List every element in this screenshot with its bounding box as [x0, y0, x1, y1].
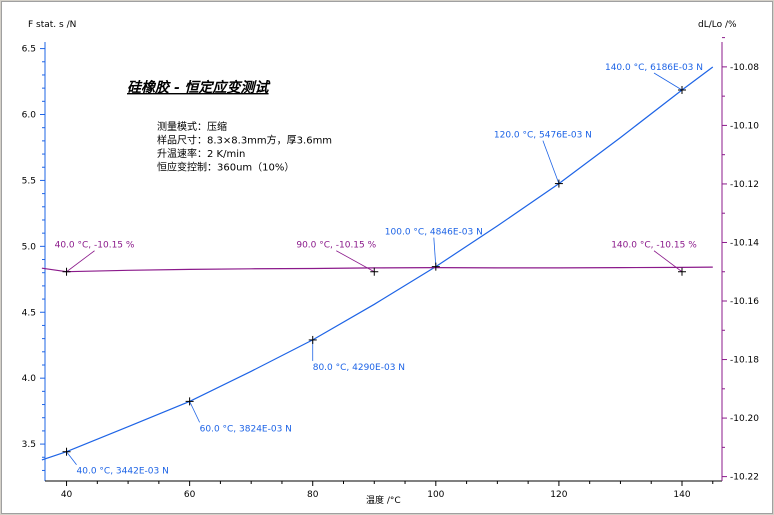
data-point-label: 100.0 °C, 4846E-03 N: [385, 228, 483, 238]
y2-tick-label: -10.10: [730, 121, 759, 131]
y2-tick-label: -10.18: [730, 356, 759, 366]
x-ticks: 40 60 80 100 120 140: [61, 481, 714, 500]
strain-series-line: [41, 266, 713, 273]
annotation-leader: [542, 140, 560, 184]
y2-tick-label: -10.16: [730, 297, 759, 307]
y-tick-label: 6.5: [22, 45, 36, 55]
annotation-leader: [66, 250, 95, 273]
data-point-label: 60.0 °C, 3824E-03 N: [200, 424, 292, 434]
chart-title: 硅橡胶 - 恒定应变测试: [127, 79, 271, 96]
x-tick-label: 120: [550, 490, 567, 500]
y2-ticks: -10.08 -10.10 -10.12 -10.14 -10.16 -10.18 -10.…: [722, 37, 759, 483]
series-layer: [41, 66, 714, 461]
y-tick-label: 5.0: [22, 242, 37, 252]
x-tick-label: 100: [427, 490, 444, 500]
info-line: 恒应变控制：360um（10%）: [157, 161, 294, 174]
info-line: 测量模式：压缩: [157, 120, 227, 133]
y-tick-label: 6.0: [22, 111, 37, 121]
x-tick-label: 40: [61, 490, 73, 500]
annotation-leader: [433, 237, 437, 267]
data-point-label: 40.0 °C, 3442E-03 N: [77, 467, 169, 477]
data-point-label: 120.0 °C, 5476E-03 N: [494, 131, 592, 141]
annotation-leader: [189, 401, 200, 423]
x-tick-label: 140: [673, 490, 690, 500]
y2-tick-label: -10.20: [730, 414, 759, 424]
y2-tick-label: -10.12: [730, 180, 759, 190]
annotation-leader: [653, 250, 683, 273]
annotation-leader: [336, 250, 375, 273]
y2-tick-label: -10.08: [730, 63, 759, 73]
y-tick-label: 4.5: [22, 308, 36, 318]
data-point-label: 140.0 °C, -10.15 %: [611, 241, 697, 251]
y2-tick-label: -10.14: [730, 238, 759, 248]
data-point-label: 80.0 °C, 4290E-03 N: [313, 363, 405, 373]
annotation-leader: [653, 72, 683, 91]
y2-tick-label: -10.22: [730, 473, 759, 483]
x-axis-title: 温度 /°C: [366, 494, 401, 506]
y-ticks: 3.5 4.0 4.5 5.0 5.5 6.0 6.5: [22, 45, 45, 471]
y-tick-label: 3.5: [22, 440, 36, 450]
annotation-leader: [66, 451, 77, 465]
info-line: 样品尺寸：8.3×8.3mm方，厚3.6mm: [157, 134, 332, 147]
data-point-label: 40.0 °C, -10.15 %: [55, 241, 135, 251]
info-line: 升温速率：2 K/min: [157, 147, 245, 160]
y-tick-label: 4.0: [22, 374, 37, 384]
y-axis-title: F stat. s /N: [28, 20, 76, 30]
data-point-label: 90.0 °C, -10.15 %: [296, 241, 376, 251]
force-series-line: [41, 66, 714, 461]
x-tick-label: 80: [307, 490, 319, 500]
annotation-layer: 40.0 °C, 3442E-03 N 60.0 °C, 3824E-03 N 80…: [55, 63, 703, 477]
y-tick-label: 5.5: [22, 176, 36, 186]
x-tick-label: 60: [184, 490, 196, 500]
data-point-label: 140.0 °C, 6186E-03 N: [605, 63, 703, 73]
y2-axis-title: dL/Lo /%: [698, 20, 737, 30]
